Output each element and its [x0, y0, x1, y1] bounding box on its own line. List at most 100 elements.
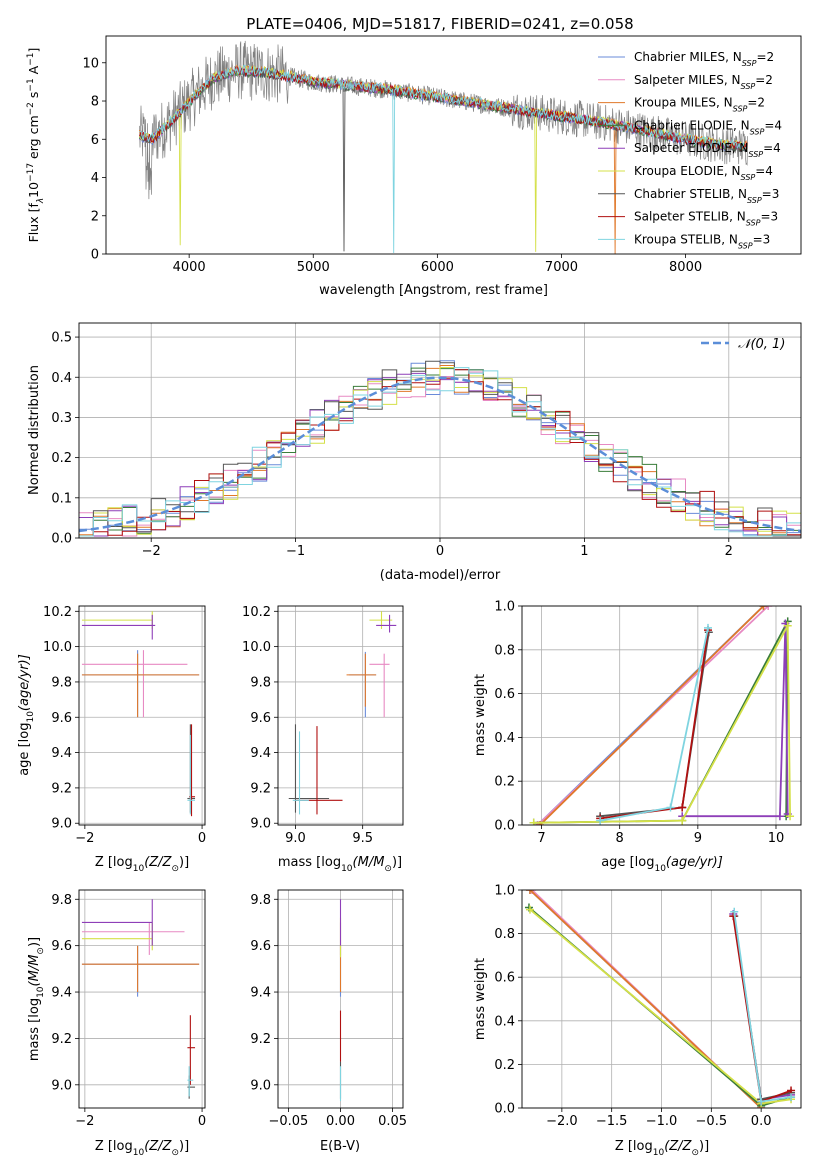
x-tick-label: 8: [616, 831, 624, 846]
residual-step-salpeter-stelib: [79, 369, 801, 537]
legend-model-name: Chabrier ELODIE, N: [634, 118, 750, 132]
age-z-x-label-part: )]: [179, 855, 189, 870]
weight-line-kroupa-stelib: [600, 627, 709, 822]
mass-z-y-label-part: 10: [36, 986, 46, 998]
y-tick-label: 0.0: [494, 1102, 515, 1117]
massweight-vs-age-ticks: 7 8 9 10 0.0 0.2 0.4 0.6 0.8 1.0: [494, 600, 784, 847]
mass-z-x-label-part: 10: [133, 1148, 145, 1158]
weight-z-y-label: mass weight: [473, 958, 488, 1040]
legend-subscript: SSP: [741, 81, 756, 90]
spectrum-y-label-part: −17: [26, 163, 36, 182]
y-tick-label: 0.8: [494, 927, 515, 942]
residual-step-kroupa-miles: [79, 365, 801, 537]
x-tick-label: −2: [75, 831, 94, 846]
weight-z-x-label-part: ⊙: [691, 1148, 699, 1158]
y-tick-label: 9.6: [51, 711, 72, 726]
mass-z-y-label: mass [log10(M/M⊙)]: [27, 937, 46, 1061]
age-z-y-label-part: age [log: [17, 723, 32, 776]
y-tick-label: 9.4: [250, 986, 271, 1001]
y-tick-label: 10.0: [43, 640, 72, 655]
y-tick-label: 0.6: [494, 687, 515, 702]
mass-vs-ebv-frame: [277, 889, 404, 1109]
mass-vs-Z-grid: [79, 890, 205, 1108]
age-vs-mass-grid: [278, 606, 403, 825]
y-tick-label: 9.2: [250, 781, 271, 796]
age-mass-x-label-part: ⊙: [384, 864, 392, 874]
mass-vs-Z-ticks: −2 0 9.0 9.2 9.4 9.6 9.8: [51, 893, 206, 1129]
spectrum-y-label-part: A: [26, 65, 41, 78]
y-tick-label: 0.1: [51, 491, 72, 506]
y-tick-label: 9.4: [250, 746, 271, 761]
age-vs-mass-panel: 9.0 9.5 9.0 9.2 9.4 9.6 9.8 10.0 10.2 mass [log10…: [242, 605, 404, 874]
y-tick-label: 0.0: [51, 532, 72, 547]
spectrum-y-label-part: 10: [26, 182, 41, 198]
weight-z-x-label: Z [log10(Z/Z⊙)]: [615, 1139, 709, 1158]
weight-age-x-label: age [log10(age/yr)]: [601, 855, 723, 874]
x-tick-label: 5000: [297, 260, 330, 275]
legend-subscript: SSP: [746, 218, 761, 227]
weight-line-chabrier-stelib: [733, 916, 792, 1101]
weight-line-salpeter-stelib: [600, 629, 709, 820]
legend-model-name: Salpeter MILES, N: [634, 73, 741, 87]
spectrum-y-label-part: ]: [26, 48, 41, 53]
age-z-y-label-part: (age/yr)]: [17, 654, 32, 711]
residual-step-kroupa-elodie: [79, 367, 801, 537]
x-tick-label: 0.0: [751, 1114, 772, 1129]
y-tick-label: 9.0: [51, 817, 72, 832]
massweight-vs-age-grid: [522, 605, 801, 826]
legend-subscript: SSP: [741, 173, 756, 182]
y-tick-label: 0.2: [494, 775, 515, 790]
mass-z-x-label-part: Z [log: [95, 1139, 133, 1154]
weight-line-chabrier-stelib: [600, 632, 710, 818]
y-tick-label: 1.0: [494, 600, 515, 615]
y-tick-label: 0.4: [494, 1014, 515, 1029]
legend-label: Salpeter STELIB, NSSP=3: [634, 210, 778, 228]
mass-vs-ebv-ticks: −0.05 0.00 0.05 9.0 9.2 9.4 9.6 9.8: [250, 893, 407, 1129]
x-tick-label: 9.0: [285, 831, 306, 846]
weight-age-x-label-part: 10: [654, 864, 666, 874]
y-tick-label: 9.2: [51, 781, 72, 796]
y-tick-label: 6: [91, 133, 99, 148]
x-tick-label: 6000: [421, 260, 454, 275]
massweight-vs-Z-ticks: −2.0 −1.5 −1.0 −0.5 0.0 0.0 0.2 0.4 0.6 0.8 1.0: [494, 884, 771, 1130]
x-tick-label: 0: [436, 544, 444, 559]
age-z-x-label-part: 10: [133, 864, 145, 874]
mass-z-y-label-part: mass [log: [27, 998, 42, 1061]
legend-model-name: Kroupa STELIB, N: [634, 232, 738, 246]
y-tick-label: 0.5: [51, 331, 72, 346]
weight-point-kroupa-miles: [525, 890, 534, 894]
weight-line-chabrier-elodie: [528, 906, 792, 1107]
y-tick-label: 0.0: [494, 819, 515, 834]
spectrum-y-label-part: erg cm: [26, 115, 41, 163]
legend-count: =3: [753, 232, 771, 246]
y-tick-label: 9.8: [51, 893, 72, 908]
legend-model-name: Chabrier MILES, N: [634, 50, 742, 64]
legend-subscript: SSP: [742, 59, 757, 68]
age-vs-Z-panel: −2 09.09.29.49.69.810.010.2Z [log10(Z/Z⊙)…: [17, 605, 206, 874]
mass-vs-ebv-panel: −0.05 0.00 0.05 9.0 9.2 9.4 9.6 9.8 E(B-V): [250, 889, 407, 1154]
age-mass-x-label: mass [log10(M/M⊙)]: [278, 855, 402, 874]
age-mass-x-label-part: mass [log: [278, 855, 341, 870]
legend-label: Chabrier STELIB, NSSP=3: [634, 187, 779, 205]
legend-model-name: Salpeter ELODIE, N: [634, 141, 748, 155]
residual-step-kroupa-stelib: [79, 367, 801, 537]
legend-model-name: Kroupa ELODIE, N: [634, 164, 741, 178]
spectrum-y-label-part: s: [26, 92, 41, 103]
weight-age-x-label-part: (age/yr)]: [666, 855, 723, 870]
legend-count: =4: [764, 118, 782, 132]
weight-point-kroupa-elodie: [529, 818, 538, 825]
spectrum-panel: 4000 5000 6000 7000 8000 0 2 4 6 8 10 Chabrier MILE…: [26, 35, 802, 298]
mass-z-y-label-part: ⊙: [36, 947, 46, 955]
legend-label: Kroupa ELODIE, NSSP=4: [634, 164, 773, 182]
spectrum-y-label-part: Flux [f: [26, 203, 41, 243]
weight-point-salpeter-elodie: [775, 812, 784, 821]
y-tick-label: 10: [82, 56, 99, 71]
y-tick-label: 2: [91, 209, 99, 224]
weight-point-kroupa-stelib: [596, 816, 605, 825]
weight-point-salpeter-miles: [764, 606, 773, 610]
y-tick-label: 0.2: [494, 1058, 515, 1073]
age-vs-Z-grid: [79, 606, 205, 825]
x-tick-label: −0.05: [268, 1114, 308, 1129]
